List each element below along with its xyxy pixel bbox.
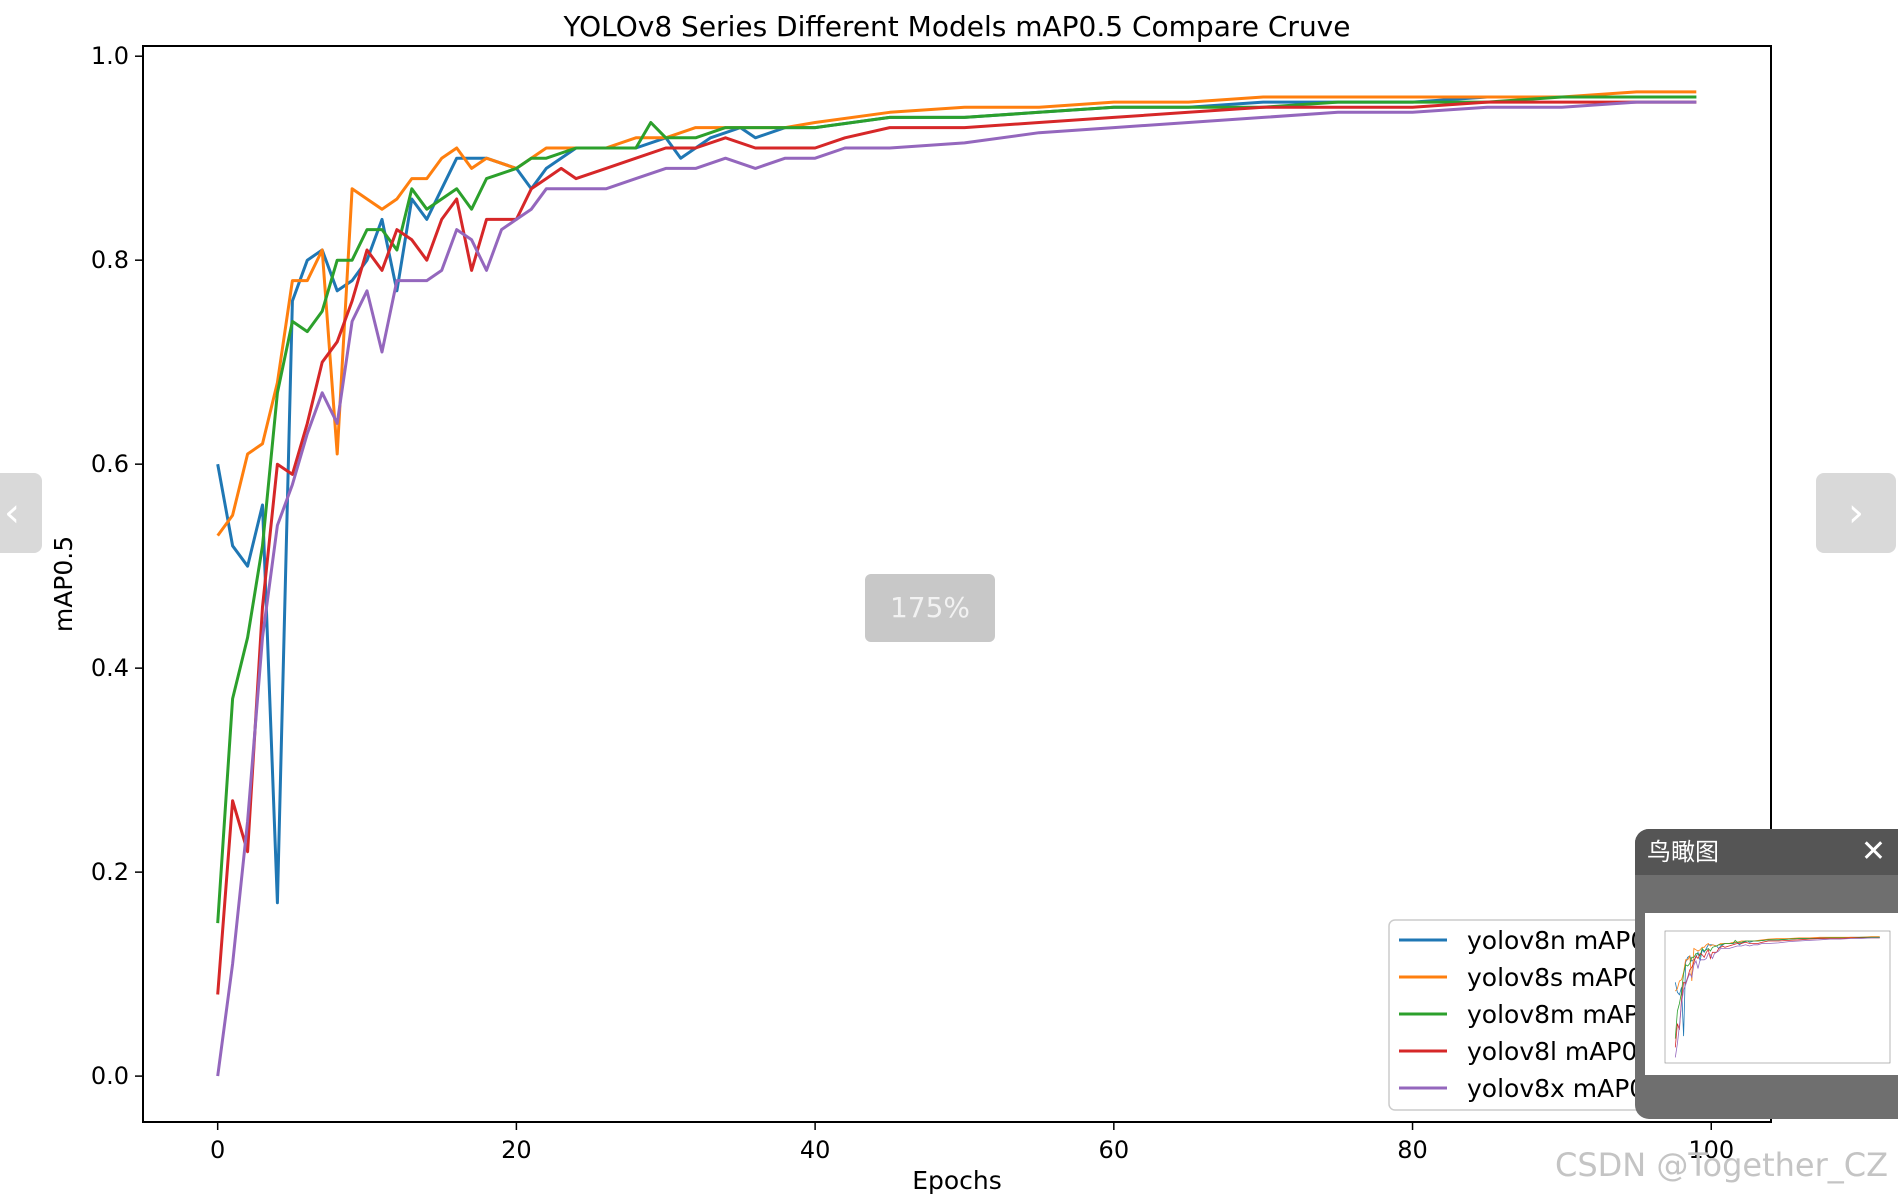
series-line-3 <box>216 95 1697 924</box>
plot-frame <box>142 45 1772 1123</box>
birdseye-header: 鸟瞰图 ✕ <box>1635 829 1898 875</box>
y-axis-label: mAP0.5 <box>49 536 78 632</box>
birdseye-panel: 鸟瞰图 ✕ <box>1635 829 1898 1119</box>
birdseye-title: 鸟瞰图 <box>1647 838 1719 866</box>
x-tick-label: 40 <box>800 1136 831 1164</box>
y-tick-label: 0.4 <box>91 654 129 682</box>
watermark: CSDN @Together_CZ <box>1555 1146 1889 1184</box>
series-line-4 <box>216 100 1697 995</box>
chevron-left-icon: ‹ <box>4 490 20 536</box>
chart-title: YOLOv8 Series Different Models mAP0.5 Co… <box>563 10 1351 43</box>
series-line-5 <box>216 100 1697 1077</box>
thumbnail-frame <box>1664 930 1891 1064</box>
thumbnail-series-2 <box>1674 936 1880 992</box>
thumbnail-chart <box>1664 930 1891 1064</box>
x-tick-label: 20 <box>501 1136 532 1164</box>
y-tick-label: 1.0 <box>91 42 129 70</box>
y-tick-label: 0.8 <box>91 246 129 274</box>
previous-image-button[interactable]: ‹ <box>0 473 42 553</box>
thumbnail-series-3 <box>1674 936 1880 1039</box>
x-tick-label: 100 <box>1688 1136 1734 1164</box>
x-axis-label: Epochs <box>912 1166 1002 1195</box>
next-image-button[interactable]: › <box>1816 473 1896 553</box>
chevron-right-icon: › <box>1848 490 1864 536</box>
series-line-1 <box>216 95 1697 905</box>
series-line-2 <box>216 90 1697 537</box>
thumbnail-series-5 <box>1674 937 1880 1058</box>
x-tick-label: 0 <box>210 1136 225 1164</box>
birdseye-thumbnail[interactable] <box>1645 913 1898 1075</box>
thumbnail-series-4 <box>1674 937 1880 1048</box>
zoom-level-badge: 175% <box>865 574 995 642</box>
x-tick-label: 60 <box>1099 1136 1130 1164</box>
y-tick-label: 0.6 <box>91 450 129 478</box>
y-tick-label: 0.2 <box>91 858 129 886</box>
y-tick-label: 0.0 <box>91 1062 129 1090</box>
close-icon[interactable]: ✕ <box>1860 834 1886 869</box>
x-tick-label: 80 <box>1397 1136 1428 1164</box>
